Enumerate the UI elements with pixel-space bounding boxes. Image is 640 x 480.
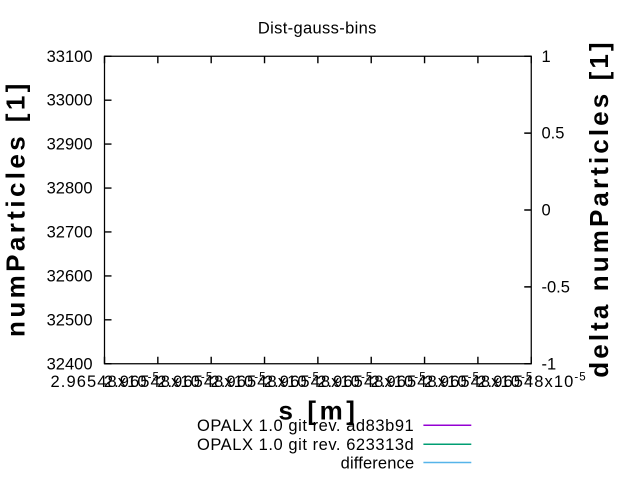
svg-text:0: 0	[542, 202, 551, 220]
svg-text:numParticles [1]: numParticles [1]	[1, 80, 31, 337]
svg-text:OPALX 1.0 git rev. 623313d: OPALX 1.0 git rev. 623313d	[197, 436, 414, 454]
svg-text:32700: 32700	[47, 223, 93, 241]
svg-text:2.96548x10-5: 2.96548x10-5	[264, 372, 373, 391]
svg-text:1: 1	[542, 48, 551, 66]
svg-text:-1: -1	[542, 355, 557, 373]
svg-text:32900: 32900	[47, 136, 93, 154]
svg-text:delta numParticles [1]: delta numParticles [1]	[584, 39, 614, 377]
svg-text:2.96548x10-5: 2.96548x10-5	[424, 372, 533, 391]
svg-text:2.96548x10-5: 2.96548x10-5	[371, 372, 480, 391]
svg-text:2.96548x10-5: 2.96548x10-5	[211, 372, 320, 391]
svg-text:0.5: 0.5	[542, 125, 565, 143]
svg-text:-0.5: -0.5	[542, 278, 570, 296]
svg-text:2.96548x10-5: 2.96548x10-5	[51, 372, 160, 391]
svg-text:2.96548x10-5: 2.96548x10-5	[477, 372, 586, 391]
svg-text:s [m]: s [m]	[278, 396, 358, 426]
svg-text:2.96548x10-5: 2.96548x10-5	[157, 372, 266, 391]
svg-text:2.96548x10-5: 2.96548x10-5	[104, 372, 213, 391]
svg-text:32400: 32400	[47, 355, 93, 373]
svg-text:2.96548x10-5: 2.96548x10-5	[317, 372, 426, 391]
svg-text:OPALX 1.0 git rev. ad83b91: OPALX 1.0 git rev. ad83b91	[197, 417, 414, 435]
svg-text:32800: 32800	[47, 180, 93, 198]
svg-text:32500: 32500	[47, 311, 93, 329]
svg-text:33100: 33100	[47, 48, 93, 66]
svg-text:difference: difference	[341, 454, 415, 472]
svg-text:33000: 33000	[47, 92, 93, 110]
svg-text:32600: 32600	[47, 267, 93, 285]
svg-text:Dist-gauss-bins: Dist-gauss-bins	[258, 20, 377, 38]
